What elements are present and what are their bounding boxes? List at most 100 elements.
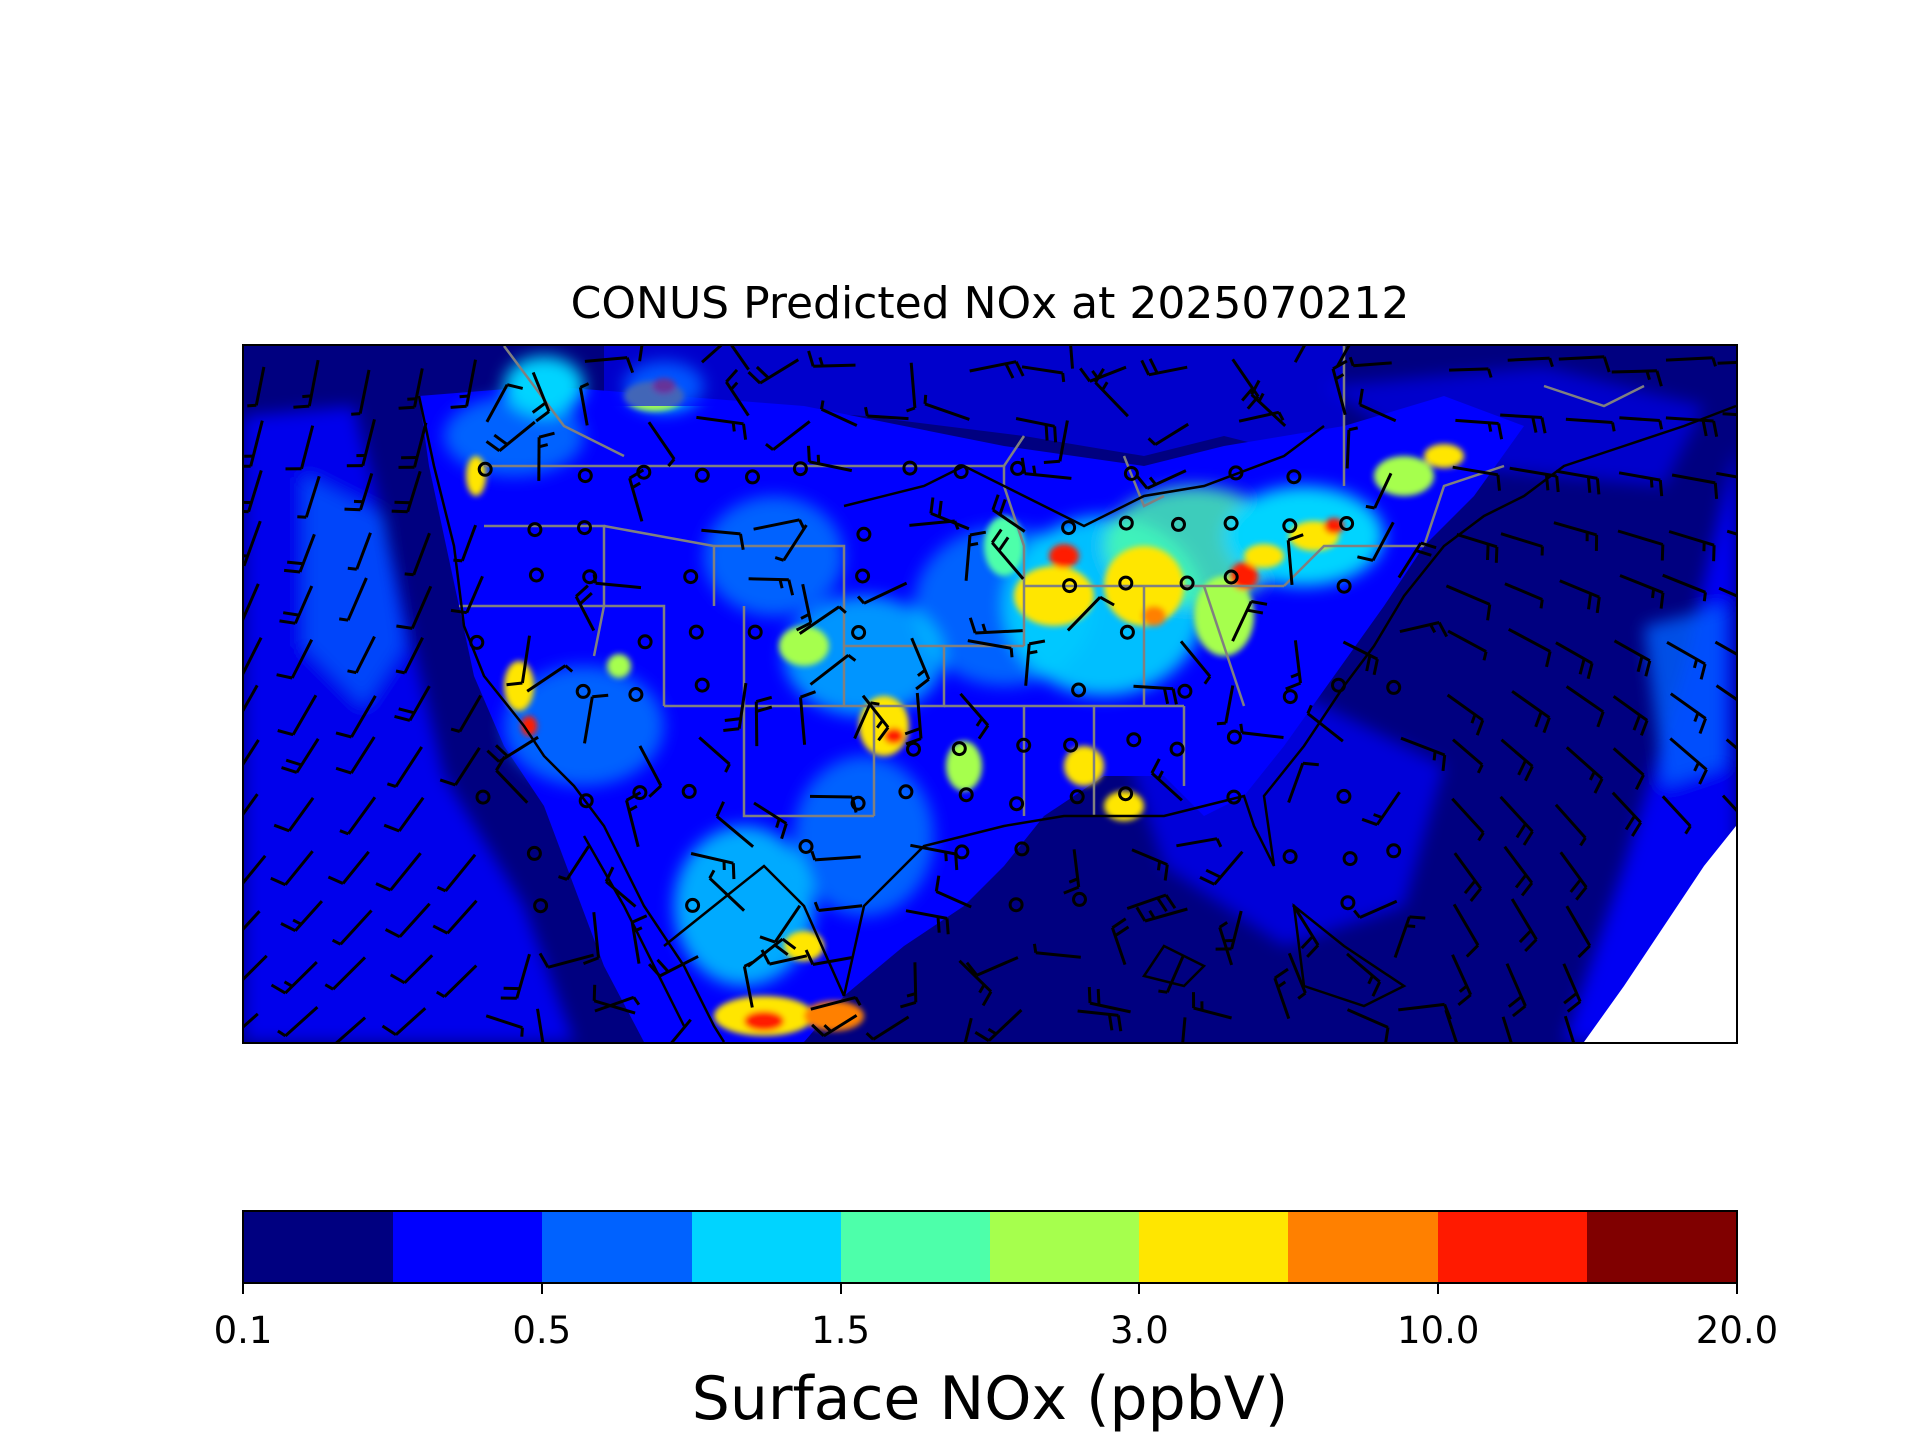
wind-barb [1554,803,1587,847]
wind-barb [1150,758,1183,802]
wind-barb [1669,737,1708,785]
wind-barb [1611,369,1663,387]
calm-wind-circle [747,624,763,640]
wind-barb [375,852,422,892]
wind-barb [1565,746,1604,794]
wind-barb [1446,693,1485,736]
wind-barb [391,470,422,514]
wind-barb [1346,1008,1390,1042]
wind-barb [1668,530,1716,562]
calm-wind-circle [1340,895,1356,911]
wind-barb [638,346,644,362]
wind-barb [244,739,260,766]
wind-barb [1671,473,1719,500]
wind-barb [1718,586,1736,598]
calm-wind-circle [1072,891,1087,907]
wind-barb [991,494,1026,533]
wind-barb [1661,795,1692,835]
wind-barb [910,843,959,871]
colorbar-segment [1437,1212,1587,1282]
calm-wind-circle [1062,578,1078,594]
calm-wind-circle [1223,569,1239,585]
wind-barb [1559,579,1601,614]
wind-barb [1445,584,1492,621]
wind-barb [485,383,524,423]
wind-barb [404,532,431,577]
wind-barb [1216,685,1235,726]
wind-barb [1286,533,1304,586]
wind-barb [746,937,797,968]
wind-barb [764,420,811,451]
wind-barb [638,745,663,798]
wind-barb [1555,641,1594,680]
wind-barb [974,1008,1023,1042]
wind-barb [276,639,314,680]
nox-map[interactable] [244,346,1736,1042]
wind-barb [1511,690,1551,734]
wind-barb [1452,738,1484,774]
wind-barb [594,995,641,1013]
wind-barb [820,400,858,427]
wind-barb [506,635,531,687]
calm-wind-circles [469,460,1402,914]
wind-barb [584,356,635,374]
wind-barb [384,902,431,939]
wind-barb [725,368,750,417]
wind-barb [531,371,551,423]
wind-barb [799,690,817,745]
wind-barb [905,362,917,413]
calm-wind-circle [575,683,591,699]
wind-barb [285,425,315,471]
wind-barb [1619,574,1665,609]
calm-wind-circle [1226,789,1242,805]
calm-wind-circle [1169,741,1185,757]
wind-barb [1345,426,1359,469]
wind-barb [1726,529,1736,536]
wind-barb [1665,356,1717,367]
wind-barb [853,701,880,740]
wind-barb [861,694,890,742]
wind-barb [1565,685,1605,728]
wind-barb [1501,1016,1513,1042]
calm-wind-circle [792,461,808,477]
wind-barb [398,422,428,469]
wind-barb [1397,541,1437,579]
calm-wind-circle [1126,732,1142,748]
wind-barb [1273,967,1291,1020]
wind-barb [1179,640,1212,685]
colorbar-tick-label: 0.5 [512,1309,572,1352]
wind-barb [1133,684,1178,705]
calm-wind-circle [632,785,648,801]
wind-barb [1110,917,1130,966]
wind-barb [1722,412,1736,416]
colorbar-segment [1288,1212,1438,1282]
wind-barb [1126,893,1177,913]
wind-barb [604,866,637,908]
calm-wind-circle [851,625,867,640]
colorbar-tick-label: 10.0 [1396,1309,1480,1352]
calm-wind-circle [850,795,866,811]
wind-barb [1562,963,1582,1013]
wind-barb [279,585,314,625]
calm-wind-circle [1063,737,1079,753]
wind-barb [500,953,531,1000]
wind-barb [1553,521,1599,551]
wind-barb [899,962,918,1009]
calm-wind-circle [1282,518,1298,534]
wind-barb [1077,1009,1123,1032]
wind-barb [1306,704,1344,743]
calm-wind-circle [533,898,549,914]
colorbar-segment [1139,1212,1289,1282]
wind-barb [1239,723,1284,739]
wind-barb [968,617,1023,635]
calm-wind-circle [685,897,701,913]
wind-barb [1043,420,1069,464]
calm-wind-circle [681,783,697,799]
wind-barb [395,637,424,675]
wind-barb [730,346,750,371]
map-frame[interactable] [242,344,1738,1044]
wind-barb [630,914,648,964]
wind-barb [1400,736,1447,772]
calm-wind-circle [688,624,704,640]
wind-barb [1449,367,1493,378]
